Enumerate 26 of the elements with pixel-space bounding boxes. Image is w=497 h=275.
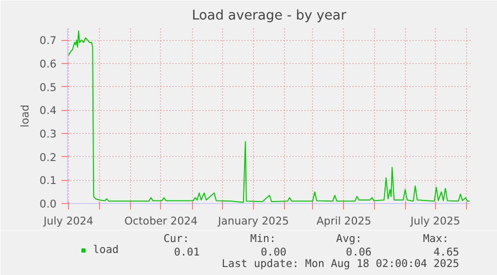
- y-tick-label: 0.5: [40, 80, 57, 94]
- text: Max:: [422, 232, 449, 245]
- text: Avg:: [336, 232, 362, 245]
- line-series: [68, 30, 470, 203]
- chart-title: Load average - by year: [192, 8, 347, 24]
- y-tick-label: 0.7: [40, 34, 57, 48]
- text: 4.65: [433, 246, 460, 258]
- x-tick-label: July 2024: [42, 214, 94, 228]
- x-tick-label: October 2024: [124, 214, 198, 228]
- y-tick-label: 0.3: [40, 128, 57, 140]
- x-tick-label: July 2025: [409, 214, 460, 228]
- x-tick-label: January 2025: [216, 214, 289, 228]
- y-tick-label: 0.4: [40, 104, 57, 118]
- y-tick-label: 0.0: [40, 198, 57, 210]
- text: 0.06: [346, 246, 372, 258]
- y-tick-label: 0.1: [40, 174, 57, 188]
- y-axis-title: load: [18, 104, 32, 128]
- y-tick-label: 0.6: [40, 58, 57, 70]
- text: 0.00: [260, 246, 286, 258]
- text: Last update: Mon Aug 18 02:00:04 2025: [222, 257, 460, 270]
- y-tick-label: 0.2: [40, 150, 57, 164]
- legend-label: load: [93, 243, 119, 256]
- text: 0.01: [174, 246, 200, 258]
- x-tick-label: April 2025: [316, 214, 372, 228]
- text: Min:: [250, 232, 276, 245]
- text: Cur:: [163, 232, 190, 245]
